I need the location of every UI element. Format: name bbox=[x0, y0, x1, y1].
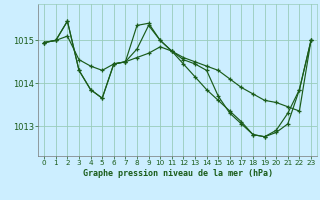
X-axis label: Graphe pression niveau de la mer (hPa): Graphe pression niveau de la mer (hPa) bbox=[83, 169, 273, 178]
